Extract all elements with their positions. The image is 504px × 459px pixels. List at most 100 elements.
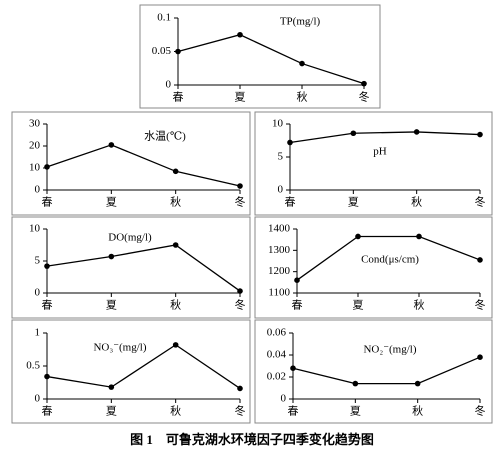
y-tick-label: 0 — [281, 393, 287, 405]
data-point — [290, 365, 296, 372]
x-tick-label: 冬 — [475, 195, 486, 209]
data-point — [477, 354, 483, 361]
data-point — [44, 263, 50, 269]
x-tick-label: 冬 — [235, 404, 246, 418]
y-tick-label: 0.04 — [267, 349, 287, 361]
y-tick-label: 0.06 — [267, 327, 287, 339]
y-tick-label: 5 — [35, 255, 41, 267]
y-tick-label: 10 — [272, 118, 284, 130]
y-tick-label: 0.05 — [152, 45, 172, 57]
y-tick-label: 1400 — [268, 223, 291, 235]
y-tick-label: 0.1 — [157, 12, 171, 24]
data-point — [299, 60, 305, 67]
data-point — [175, 48, 181, 55]
x-tick-label: 夏 — [348, 196, 359, 209]
data-point — [237, 385, 243, 392]
data-point — [108, 384, 115, 390]
data-point — [477, 257, 483, 263]
x-tick-label: 春 — [292, 299, 303, 312]
data-line — [289, 131, 481, 144]
chart-title: TP(mg/l) — [280, 16, 321, 28]
x-tick-label: 冬 — [359, 90, 370, 104]
y-tick-label: 1 — [35, 327, 41, 339]
chart-title: NO₃⁻(mg/l) — [93, 342, 146, 354]
panel-frame — [11, 216, 251, 319]
data-point — [414, 380, 421, 387]
y-tick-label: 1100 — [268, 287, 290, 299]
data-point — [237, 31, 243, 38]
data-point — [237, 288, 243, 294]
panel-frame — [11, 111, 251, 216]
x-tick-label: 秋 — [414, 298, 425, 312]
data-point — [352, 380, 359, 387]
data-line — [46, 344, 241, 389]
y-tick-label: 0.5 — [26, 360, 40, 372]
y-tick-label: 0 — [166, 79, 172, 91]
x-tick-label: 春 — [285, 196, 296, 209]
x-tick-label: 冬 — [475, 298, 486, 312]
x-tick-label: 夏 — [353, 299, 364, 312]
x-tick-label: 冬 — [235, 195, 246, 209]
x-tick-label: 春 — [288, 405, 299, 418]
x-tick-label: 春 — [42, 196, 53, 209]
y-tick-label: 5 — [278, 151, 284, 163]
data-line — [292, 356, 481, 385]
y-tick-label: 1200 — [268, 265, 291, 277]
data-point — [44, 164, 50, 170]
x-tick-label: 夏 — [350, 405, 361, 418]
x-tick-label: 秋 — [412, 404, 423, 418]
x-tick-label: 秋 — [170, 195, 181, 209]
x-tick-label: 冬 — [235, 298, 246, 312]
chart-title: DO(mg/l) — [108, 232, 152, 244]
data-line — [177, 34, 365, 85]
y-tick-label: 30 — [29, 118, 41, 130]
data-point — [361, 80, 367, 87]
data-point — [294, 277, 300, 284]
x-tick-label: 秋 — [411, 195, 422, 209]
x-tick-label: 夏 — [106, 299, 117, 312]
chart-title: pH — [373, 146, 387, 158]
y-tick-label: 0 — [35, 393, 41, 405]
data-point — [413, 129, 420, 135]
y-tick-label: 10 — [29, 223, 41, 235]
panel-frame — [254, 111, 493, 216]
data-line — [46, 244, 241, 292]
x-tick-label: 夏 — [235, 91, 246, 104]
x-tick-label: 春 — [42, 405, 53, 418]
x-tick-label: 冬 — [475, 404, 486, 418]
panel-frame — [254, 216, 493, 319]
x-tick-label: 夏 — [106, 405, 117, 418]
panel-frame — [139, 4, 381, 109]
data-point — [477, 131, 483, 138]
data-point — [108, 142, 115, 148]
y-tick-label: 0 — [35, 184, 41, 196]
y-tick-label: 0.02 — [267, 371, 286, 383]
y-tick-label: 0 — [278, 184, 284, 196]
data-point — [172, 168, 179, 175]
data-point — [172, 342, 179, 348]
y-tick-label: 0 — [35, 287, 41, 299]
y-tick-label: 10 — [29, 162, 41, 174]
data-point — [237, 183, 243, 189]
data-line — [296, 235, 481, 281]
data-point — [350, 130, 357, 137]
data-point — [108, 253, 115, 260]
chart-title: 水温(℃) — [144, 130, 186, 143]
data-line — [46, 144, 241, 187]
data-point — [44, 373, 50, 380]
chart-title: Cond(μs/cm) — [361, 254, 419, 266]
data-point — [172, 242, 179, 248]
y-tick-label: 20 — [29, 140, 41, 152]
panel-frame — [254, 319, 493, 424]
x-tick-label: 秋 — [297, 90, 308, 104]
y-tick-label: 1300 — [268, 244, 291, 256]
x-tick-label: 春 — [42, 299, 53, 312]
data-point — [355, 233, 361, 240]
x-tick-label: 春 — [173, 91, 184, 104]
figure-caption: 图 1 可鲁克湖水环境因子四季变化趋势图 — [130, 432, 374, 447]
panel-frame — [11, 319, 251, 424]
data-point — [287, 139, 293, 146]
x-tick-label: 夏 — [106, 196, 117, 209]
x-tick-label: 秋 — [170, 298, 181, 312]
